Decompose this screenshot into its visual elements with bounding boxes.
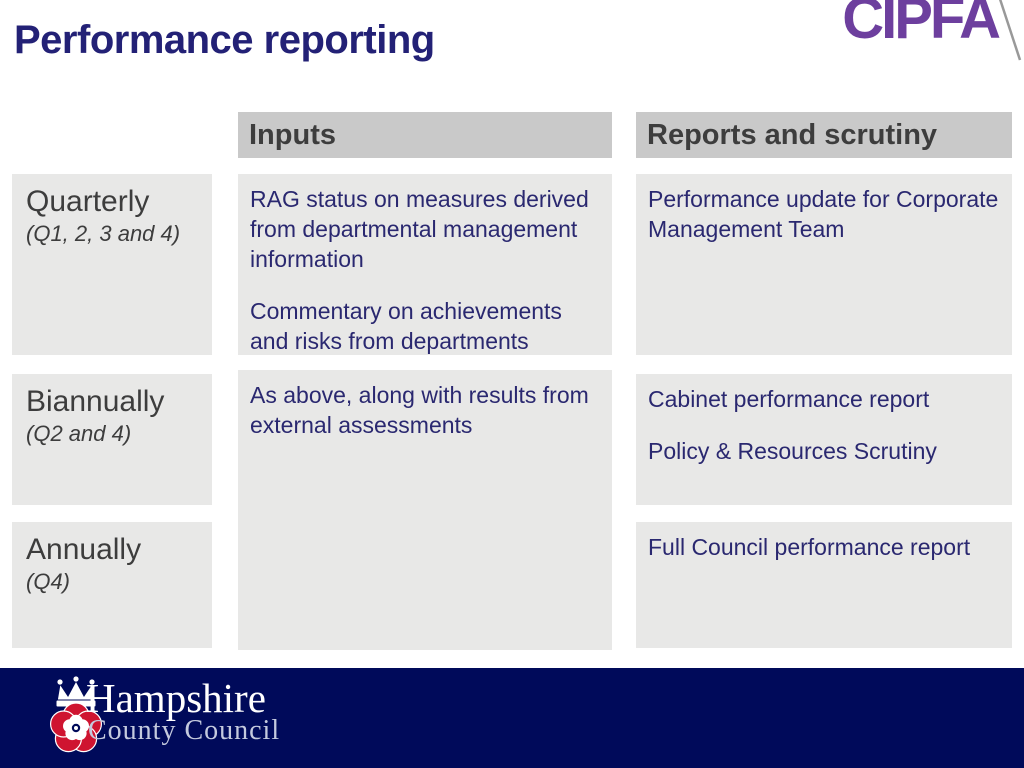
inputs-cell-quarterly: RAG status on measures derived from depa… [238, 174, 612, 355]
cell-paragraph: As above, along with results from extern… [250, 382, 589, 438]
hampshire-crest-icon [50, 676, 103, 753]
footer-bar: Hampshire County Council [0, 668, 1024, 768]
frequency-label: Quarterly [26, 185, 150, 218]
cell-paragraph: Full Council performance report [648, 534, 971, 560]
frequency-detail: (Q4) [26, 569, 70, 594]
cell-paragraph: Performance update for Corporate Managem… [648, 186, 999, 242]
org-name: Hampshire [86, 675, 266, 721]
reports-cell-biannually: Cabinet performance report Policy & Reso… [636, 374, 1012, 505]
cipfa-logo: CIPFA [809, 0, 1024, 78]
cipfa-logo-text: CIPFA [842, 0, 1001, 51]
frequency-detail: (Q2 and 4) [26, 421, 132, 446]
page-title: Performance reporting [14, 18, 435, 62]
row-label-quarterly: Quarterly (Q1, 2, 3 and 4) [12, 174, 212, 355]
cell-paragraph: Cabinet performance report [648, 386, 930, 412]
frequency-label: Annually [26, 533, 142, 566]
rose-icon [50, 702, 103, 753]
row-label-annually: Annually (Q4) [12, 522, 212, 648]
column-header-inputs: Inputs [238, 112, 612, 158]
reports-cell-annually: Full Council performance report [636, 522, 1012, 648]
org-subname: County Council [88, 715, 281, 746]
column-header-reports: Reports and scrutiny [636, 112, 1012, 158]
cell-paragraph: Policy & Resources Scrutiny [648, 438, 937, 464]
reports-cell-quarterly: Performance update for Corporate Managem… [636, 174, 1012, 355]
row-label-biannually: Biannually (Q2 and 4) [12, 374, 212, 505]
cipfa-slash-icon [998, 0, 1022, 61]
cell-paragraph: RAG status on measures derived from depa… [250, 186, 589, 272]
frequency-detail: (Q1, 2, 3 and 4) [26, 221, 181, 246]
inputs-cell-biannually-annually: As above, along with results from extern… [238, 370, 612, 650]
frequency-label: Biannually [26, 385, 165, 418]
cell-paragraph: Commentary on achievements and risks fro… [250, 298, 562, 354]
